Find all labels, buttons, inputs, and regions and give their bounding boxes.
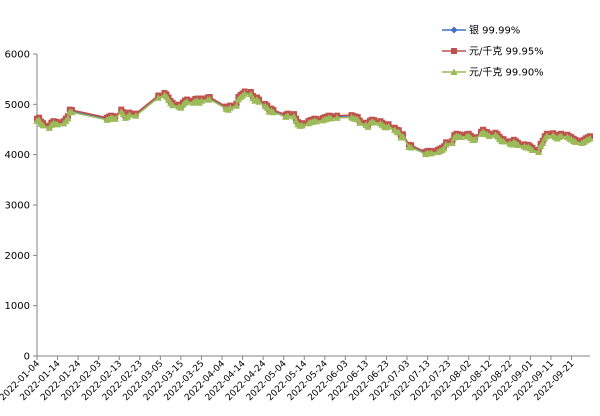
data-point — [356, 119, 364, 126]
data-point — [514, 141, 522, 149]
data-point — [384, 122, 393, 130]
data-point — [284, 112, 292, 119]
series-3 — [33, 90, 594, 158]
data-point — [183, 98, 191, 105]
data-point — [456, 133, 465, 140]
data-point — [64, 114, 72, 122]
data-point — [471, 135, 479, 143]
data-point — [226, 104, 234, 111]
legend-marker — [450, 68, 458, 75]
data-point — [428, 149, 436, 157]
y-tick-label: 5000 — [5, 100, 30, 111]
data-point — [241, 90, 249, 97]
data-point — [528, 146, 537, 154]
data-point — [197, 97, 206, 104]
y-axis: 0 1000 2000 3000 4000 5000 6000 — [5, 50, 38, 363]
data-point — [364, 123, 372, 130]
y-tick-label: 3000 — [5, 201, 30, 212]
data-point — [125, 111, 134, 118]
data-point — [535, 148, 543, 156]
data-point — [407, 143, 415, 151]
legend: 银 99.99% 元/千克 99.95% 元/千克 99.90% — [442, 24, 544, 79]
x-axis: 2022-01-042022-01-142022-01-242022-02-03… — [0, 355, 590, 403]
legend-label: 元/千克 99.95% — [469, 46, 544, 58]
y-tick-label: 2000 — [5, 251, 30, 262]
data-point — [312, 117, 321, 125]
data-point — [232, 102, 241, 109]
data-point — [68, 108, 76, 116]
legend-marker — [450, 26, 458, 34]
data-point — [298, 121, 306, 129]
data-point — [586, 134, 594, 142]
data-point — [327, 114, 335, 122]
legend-label: 元/千克 99.90% — [469, 67, 544, 79]
legend-label: 银 99.99% — [469, 24, 520, 37]
data-point — [269, 108, 278, 116]
legend-marker — [451, 48, 457, 54]
data-point — [255, 98, 263, 105]
data-point — [169, 101, 177, 109]
y-tick-label: 0 — [24, 352, 30, 363]
data-point — [370, 118, 378, 126]
y-tick-label: 6000 — [5, 50, 30, 61]
data-point — [500, 137, 508, 145]
data-point — [442, 140, 450, 148]
data-point — [206, 95, 214, 103]
data-point — [572, 138, 580, 145]
data-point — [154, 94, 162, 101]
data-point — [543, 132, 551, 139]
y-tick-label: 1000 — [5, 301, 30, 312]
data-point — [333, 114, 341, 121]
data-point — [53, 120, 62, 128]
data-point — [448, 139, 456, 146]
data-point — [395, 128, 403, 136]
data-point — [485, 132, 493, 139]
data-point — [440, 144, 448, 152]
data-point — [539, 139, 547, 146]
data-point — [290, 112, 298, 120]
data-point — [557, 132, 565, 139]
data-point — [39, 121, 47, 129]
data-point — [111, 115, 119, 122]
data-point — [132, 112, 140, 119]
series-layer — [33, 88, 594, 158]
data-point — [399, 132, 407, 140]
y-tick-label: 4000 — [5, 150, 30, 161]
